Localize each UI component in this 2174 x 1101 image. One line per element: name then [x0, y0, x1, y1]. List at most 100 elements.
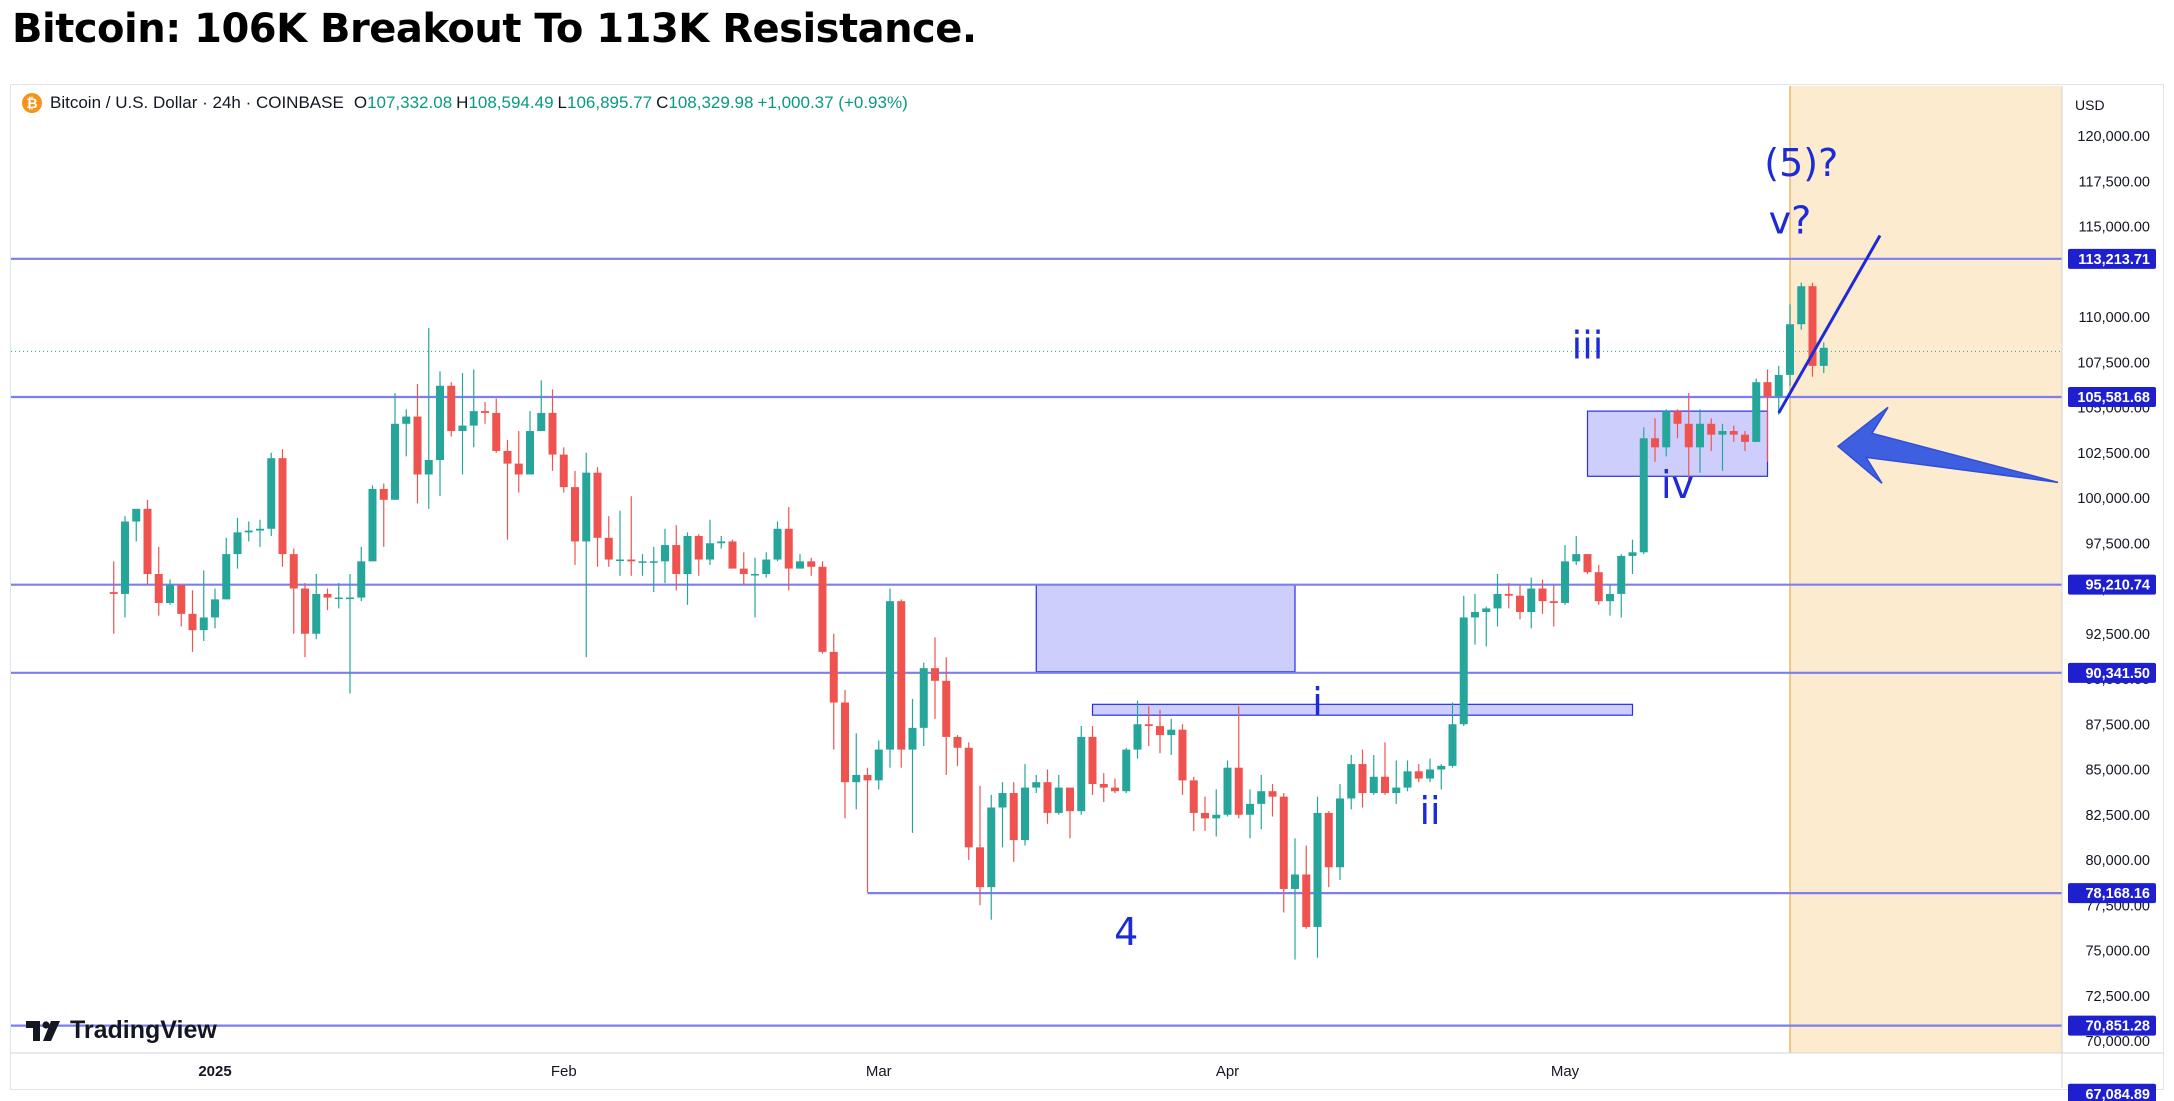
chart-frame[interactable]: [10, 84, 2164, 1090]
candle: [593, 467, 602, 567]
candle: [1651, 418, 1659, 462]
candle-body: [694, 536, 703, 560]
wave-label: i: [1312, 680, 1323, 724]
candle-body: [278, 458, 287, 555]
level-price-badge: [2068, 386, 2156, 407]
candle-body: [829, 651, 838, 703]
candle: [976, 785, 984, 906]
candle-body: [1549, 601, 1558, 603]
candle-body: [908, 727, 917, 750]
candle-body: [661, 545, 669, 562]
candle: [267, 452, 276, 537]
candle-body: [1077, 736, 1086, 812]
candle: [1617, 554, 1626, 618]
candle-body: [1021, 787, 1029, 841]
candle: [121, 516, 129, 618]
candle: [1797, 282, 1806, 330]
candle-body: [582, 472, 591, 542]
candle: [582, 452, 591, 658]
candle: [211, 588, 219, 629]
candle-body: [1369, 776, 1378, 794]
candle: [1549, 584, 1558, 627]
candle: [1786, 304, 1794, 386]
candle: [1572, 536, 1581, 565]
candle-body: [1302, 874, 1311, 927]
level-price-badge: [2068, 1015, 2156, 1036]
candle: [784, 507, 793, 591]
candle: [1437, 764, 1446, 790]
level-price-label: 90,341.50: [2085, 666, 2150, 682]
time-tick-label: May: [1551, 1063, 1580, 1080]
candle-body: [188, 613, 197, 631]
candle: [1369, 755, 1378, 795]
candle: [1234, 706, 1243, 819]
wave-label: 4: [1114, 910, 1138, 954]
candle-body: [424, 459, 433, 475]
zone-box-2: [1091, 703, 1634, 716]
ohlc-open: O107,332.08: [353, 93, 453, 112]
candle-body: [1583, 554, 1592, 573]
candle: [818, 561, 827, 654]
candle-body: [1459, 617, 1468, 725]
candle-body: [379, 488, 388, 500]
candle: [1583, 554, 1592, 575]
candle: [323, 588, 332, 611]
candle-body: [942, 680, 951, 737]
candle-body: [1594, 572, 1603, 602]
price-tick-label: 82,500.00: [2085, 808, 2150, 824]
level-price-label: 78,168.16: [2085, 886, 2150, 902]
level-price-label: 105,581.68: [2077, 390, 2150, 406]
candle: [413, 383, 422, 504]
candle: [1673, 409, 1682, 439]
candle-body: [1482, 608, 1491, 613]
candle-body: [1414, 771, 1423, 779]
candle: [1718, 423, 1727, 471]
candle-body: [1032, 782, 1041, 788]
level-price-badge: [2068, 248, 2156, 269]
candle-body: [1426, 769, 1434, 779]
candle-body: [1347, 764, 1356, 799]
candle-body: [773, 528, 782, 560]
candle-body: [604, 537, 613, 560]
tradingview-icon: [26, 1020, 60, 1041]
candle-body: [1381, 776, 1389, 794]
candle: [1066, 787, 1074, 839]
candle-body: [256, 528, 264, 531]
candle-body: [323, 593, 332, 598]
levels-layer: [11, 257, 2062, 1027]
candle: [334, 583, 343, 609]
candle-body: [1189, 780, 1198, 813]
candle: [481, 402, 489, 424]
candle: [694, 534, 703, 576]
candle: [301, 583, 309, 658]
symbol-label[interactable]: Bitcoin / U.S. Dollar · 24h · COINBASE: [50, 93, 344, 112]
candle-body: [1572, 554, 1581, 562]
candle: [1403, 760, 1412, 792]
candle-body: [919, 668, 928, 728]
candle: [1741, 431, 1749, 451]
candle-body: [638, 561, 647, 563]
candle-body: [1167, 729, 1176, 736]
candle-body: [1493, 593, 1502, 609]
candle: [1471, 593, 1479, 645]
candle-body: [289, 554, 298, 589]
candle: [166, 579, 174, 605]
time-tick-label: Feb: [551, 1063, 577, 1080]
level-price-badge: [2068, 662, 2156, 683]
candle-body: [537, 412, 546, 432]
candle-body: [1684, 423, 1693, 448]
candle-body: [728, 541, 737, 569]
candle-body: [481, 411, 489, 413]
price-tick-label: 75,000.00: [2085, 944, 2150, 960]
candle: [807, 557, 816, 576]
candle: [1347, 755, 1356, 810]
tradingview-logo[interactable]: TradingView: [26, 1016, 217, 1045]
candle-body: [121, 521, 129, 594]
candle-body: [346, 597, 354, 600]
candle: [548, 389, 557, 471]
candle: [1426, 758, 1434, 783]
candle: [1324, 811, 1333, 888]
candle: [278, 449, 287, 567]
ohlc-high: H108,594.49: [456, 93, 554, 112]
